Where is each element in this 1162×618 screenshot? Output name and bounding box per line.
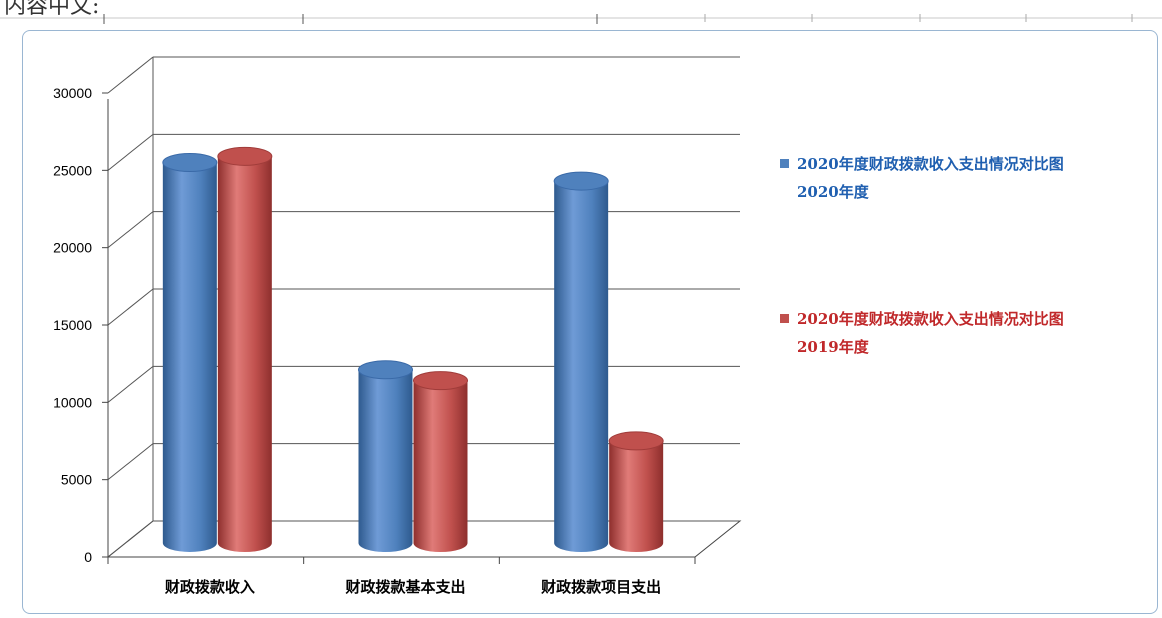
- x-category-label: 财政拨款项目支出: [541, 578, 661, 596]
- gridline-diagonal: [107, 520, 154, 558]
- bar-2019: [413, 380, 468, 552]
- gridline-diagonal: [107, 133, 154, 171]
- legend-label-2020-line1: 2020年度财政拨款收入支出情况对比图: [797, 155, 1064, 173]
- gridline-diagonal: [107, 365, 154, 403]
- bar-top-2020: [553, 171, 609, 191]
- top-text: 内容中文:: [4, 0, 100, 19]
- bar-top-2020: [358, 360, 413, 380]
- bar-top-2020: [162, 153, 218, 173]
- y-tick-label: 10000: [53, 394, 92, 410]
- bar-2020: [162, 162, 217, 552]
- bar-top-2019: [413, 371, 468, 391]
- bar-top-2019: [608, 431, 664, 451]
- gridline-diagonal: [107, 288, 154, 326]
- bar-2019: [217, 156, 272, 553]
- y-tick-label: 5000: [61, 472, 92, 488]
- legend-swatch-2020: [780, 158, 789, 168]
- y-tick-label: 0: [84, 549, 92, 565]
- gridline-diagonal: [107, 443, 154, 481]
- x-category-label: 财政拨款基本支出: [345, 578, 465, 596]
- legend-label-2019-line2: 2019年度: [797, 338, 869, 356]
- bar-2019: [609, 440, 664, 552]
- bar-top-2019: [217, 146, 273, 166]
- bar-2020: [358, 369, 413, 552]
- legend-label-2020-line2: 2020年度: [797, 183, 869, 201]
- y-tick-label: 30000: [53, 85, 92, 101]
- bar-2020: [554, 181, 609, 552]
- legend-swatch-2019: [780, 313, 789, 323]
- gridline-diagonal: [107, 56, 154, 94]
- legend-series-2019: 2020年度财政拨款收入支出情况对比图 2019年度: [780, 305, 1064, 361]
- x-category-label: 财政拨款收入: [165, 578, 255, 596]
- y-tick-label: 20000: [53, 240, 92, 256]
- gridline-diagonal: [107, 211, 154, 249]
- legend-series-2020: 2020年度财政拨款收入支出情况对比图 2020年度: [780, 150, 1064, 206]
- y-tick-label: 15000: [53, 317, 92, 333]
- ruler: [0, 14, 1162, 24]
- legend-label-2019-line1: 2020年度财政拨款收入支出情况对比图: [797, 310, 1064, 328]
- y-tick-label: 25000: [53, 162, 92, 178]
